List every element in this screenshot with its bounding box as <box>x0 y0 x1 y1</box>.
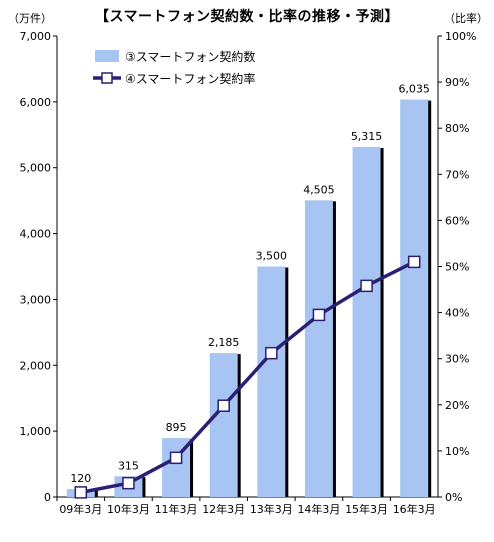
ratio-marker <box>169 451 183 465</box>
bar <box>304 200 333 497</box>
right-tick-label: 0% <box>445 491 462 504</box>
bar-data-label: 6,035 <box>398 83 430 96</box>
right-tick-label: 80% <box>445 122 469 135</box>
legend-line-marker <box>101 72 113 84</box>
bar-data-label: 4,505 <box>303 183 335 196</box>
bar-data-label: 5,315 <box>351 130 383 143</box>
bar <box>209 353 238 497</box>
left-tick-label: 0 <box>44 491 51 504</box>
right-axis-unit: （比率） <box>444 12 488 25</box>
x-tick-label: 10年3月 <box>107 502 150 516</box>
left-tick-label: 7,000 <box>20 30 52 43</box>
ratio-marker <box>217 399 230 412</box>
right-tick-label: 30% <box>445 353 469 366</box>
left-tick-label: 5,000 <box>20 162 52 175</box>
x-tick-label: 14年3月 <box>297 502 340 516</box>
right-tick-label: 10% <box>445 445 469 458</box>
ratio-marker <box>265 346 278 360</box>
ratio-marker <box>360 279 373 293</box>
right-tick-label: 50% <box>445 261 469 274</box>
ratio-line <box>80 260 415 495</box>
right-tick-label: 60% <box>445 214 469 227</box>
left-tick-label: 4,000 <box>20 228 52 241</box>
bar-data-label: 2,185 <box>208 336 240 349</box>
left-axis-unit: （万件） <box>8 12 52 25</box>
bar-data-label: 120 <box>70 472 91 485</box>
left-tick-label: 3,000 <box>20 293 52 306</box>
x-tick-label: 13年3月 <box>250 502 293 516</box>
legend-line-label: ④スマートフォン契約率 <box>125 71 255 86</box>
x-tick-label: 09年3月 <box>59 502 102 516</box>
x-tick-label: 12年3月 <box>202 502 245 516</box>
left-tick-label: 2,000 <box>20 359 52 372</box>
ratio-marker <box>312 308 326 322</box>
bar <box>352 146 381 497</box>
right-tick-label: 70% <box>445 168 469 181</box>
ratio-marker <box>122 476 135 490</box>
x-tick-label: 11年3月 <box>155 502 198 516</box>
legend-bar-swatch <box>95 50 119 62</box>
ratio-marker <box>74 486 88 499</box>
right-tick-label: 40% <box>445 307 469 320</box>
left-tick-label: 6,000 <box>20 96 52 109</box>
bar <box>400 99 429 498</box>
left-tick-label: 1,000 <box>20 425 52 438</box>
bar-data-label: 315 <box>118 459 139 472</box>
chart-title: 【スマートフォン契約数・比率の推移・予測】 <box>94 9 400 25</box>
right-tick-label: 90% <box>445 76 469 89</box>
bar <box>257 266 286 497</box>
x-tick-label: 15年3月 <box>345 502 388 516</box>
bar-data-label: 895 <box>166 421 187 434</box>
legend-bar-label: ③スマートフォン契約数 <box>125 49 255 64</box>
right-tick-label: 100% <box>445 30 476 43</box>
bar-data-label: 3,500 <box>256 250 288 263</box>
x-tick-label: 16年3月 <box>393 502 436 516</box>
right-tick-label: 20% <box>445 399 469 412</box>
ratio-marker <box>407 255 421 269</box>
